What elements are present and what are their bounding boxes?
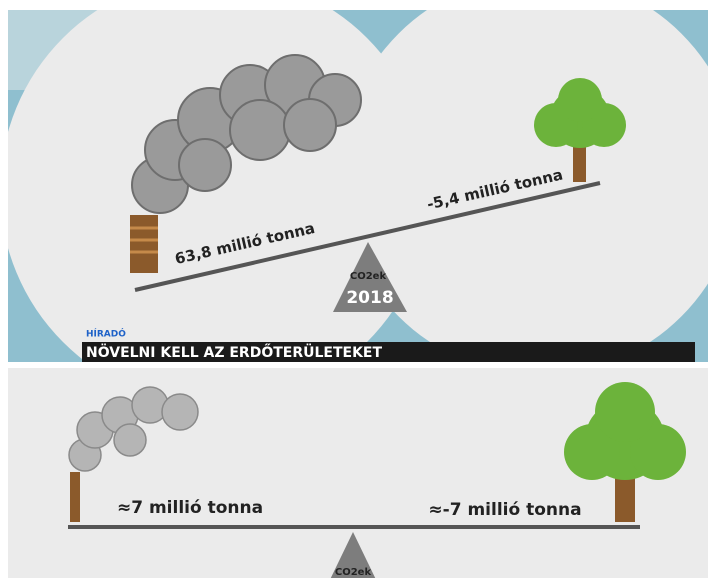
fulcrum-year: 2018: [346, 288, 393, 308]
news-tag: HÍRADÓ: [86, 328, 126, 340]
chimney: [70, 472, 80, 522]
chimney: [130, 215, 158, 273]
fulcrum-unit: CO2ek: [350, 271, 387, 282]
screenshot: 63,8 millió tonna -5,4 millió tonna CO2e…: [0, 0, 716, 580]
right-label: ≈-7 millió tonna: [428, 500, 581, 520]
left-label: ≈7 millió tonna: [117, 498, 263, 518]
top-panel: 63,8 millió tonna -5,4 millió tonna CO2e…: [0, 0, 716, 405]
headline: NÖVELNI KELL AZ ERDŐTERÜLETEKET: [86, 343, 382, 361]
bottom-panel: ≈7 millió tonna ≈-7 millió tonna CO2ek: [8, 368, 708, 580]
fulcrum-unit: CO2ek: [335, 567, 372, 578]
